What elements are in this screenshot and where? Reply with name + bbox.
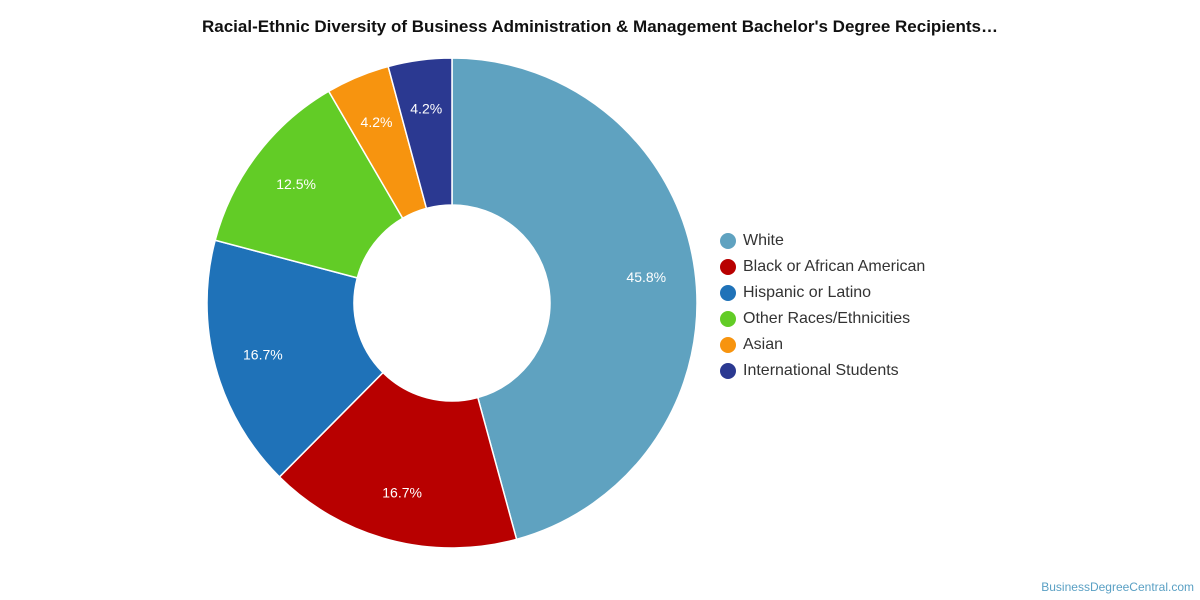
slice-value-label: 4.2% bbox=[361, 114, 393, 130]
legend-swatch-icon bbox=[720, 285, 736, 301]
legend-item[interactable]: Hispanic or Latino bbox=[720, 280, 925, 306]
legend-label: Asian bbox=[743, 336, 784, 353]
legend-swatch-icon bbox=[720, 311, 736, 327]
legend-swatch-icon bbox=[720, 363, 736, 379]
legend-swatch-icon bbox=[720, 337, 736, 353]
slice-hispanic-or-latino[interactable] bbox=[206, 239, 385, 478]
legend-item[interactable]: Asian bbox=[720, 332, 925, 358]
slice-value-label: 4.2% bbox=[410, 101, 442, 117]
slice-value-label: 16.7% bbox=[243, 346, 283, 362]
value-labels-group: 45.8% 16.7% 16.7% 12.5% 4.2% 4.2% bbox=[243, 101, 666, 501]
legend-item[interactable]: White bbox=[720, 228, 925, 254]
slice-value-label: 12.5% bbox=[276, 176, 316, 192]
slice-value-label: 45.8% bbox=[626, 269, 666, 285]
legend-label: Black or African American bbox=[743, 258, 926, 275]
legend-item[interactable]: Other Races/Ethnicities bbox=[720, 306, 925, 332]
legend: White Black or African American Hispanic o… bbox=[720, 228, 925, 384]
slice-value-label: 16.7% bbox=[382, 485, 422, 501]
legend-label: Other Races/Ethnicities bbox=[743, 310, 911, 327]
legend-label: Hispanic or Latino bbox=[743, 284, 872, 301]
slices-group bbox=[206, 57, 698, 549]
watermark-link[interactable]: BusinessDegreeCentral.com bbox=[1041, 580, 1194, 594]
legend-label: International Students bbox=[743, 362, 899, 379]
slice-white[interactable] bbox=[451, 57, 698, 541]
legend-swatch-icon bbox=[720, 259, 736, 275]
legend-swatch-icon bbox=[720, 233, 736, 249]
slice-international-students[interactable] bbox=[387, 57, 453, 210]
slice-black-or-african-american[interactable] bbox=[278, 371, 518, 549]
legend-label: White bbox=[743, 232, 784, 249]
chart-title: Racial-Ethnic Diversity of Business Admi… bbox=[201, 17, 998, 36]
legend-item[interactable]: Black or African American bbox=[720, 254, 925, 280]
legend-item[interactable]: International Students bbox=[720, 358, 925, 384]
